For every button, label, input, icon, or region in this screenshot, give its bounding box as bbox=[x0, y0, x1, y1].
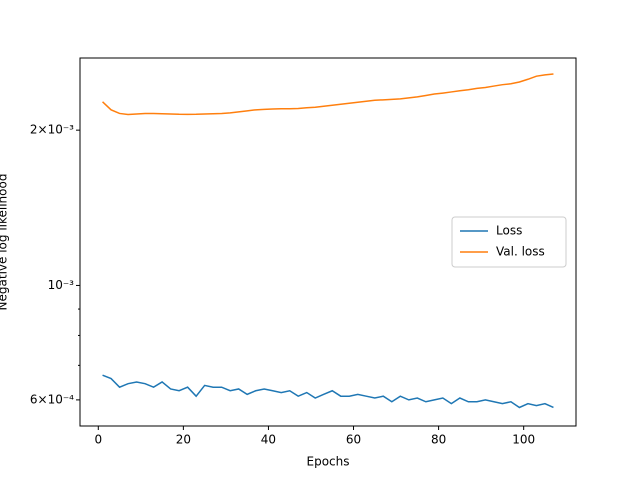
x-tick-label: 40 bbox=[261, 433, 276, 447]
x-tick-label: 100 bbox=[512, 433, 535, 447]
y-tick-label: 6×10⁻⁴ bbox=[30, 392, 74, 406]
data-line bbox=[102, 73, 554, 116]
x-tick-label: 20 bbox=[176, 433, 191, 447]
plot-frame bbox=[79, 57, 577, 427]
x-axis-label: Epochs bbox=[307, 455, 350, 469]
y-axis-label: Negative log likelihood bbox=[0, 174, 10, 311]
legend-label: Loss bbox=[496, 224, 522, 238]
legend-box bbox=[451, 216, 567, 268]
x-tick-label: 80 bbox=[431, 433, 446, 447]
x-tick-label: 60 bbox=[346, 433, 361, 447]
legend-label: Val. loss bbox=[496, 245, 545, 259]
x-tick-label: 0 bbox=[94, 433, 102, 447]
y-tick-label: 2×10⁻³ bbox=[30, 123, 74, 137]
data-line bbox=[102, 374, 554, 409]
y-tick-label: 10⁻³ bbox=[48, 278, 75, 292]
